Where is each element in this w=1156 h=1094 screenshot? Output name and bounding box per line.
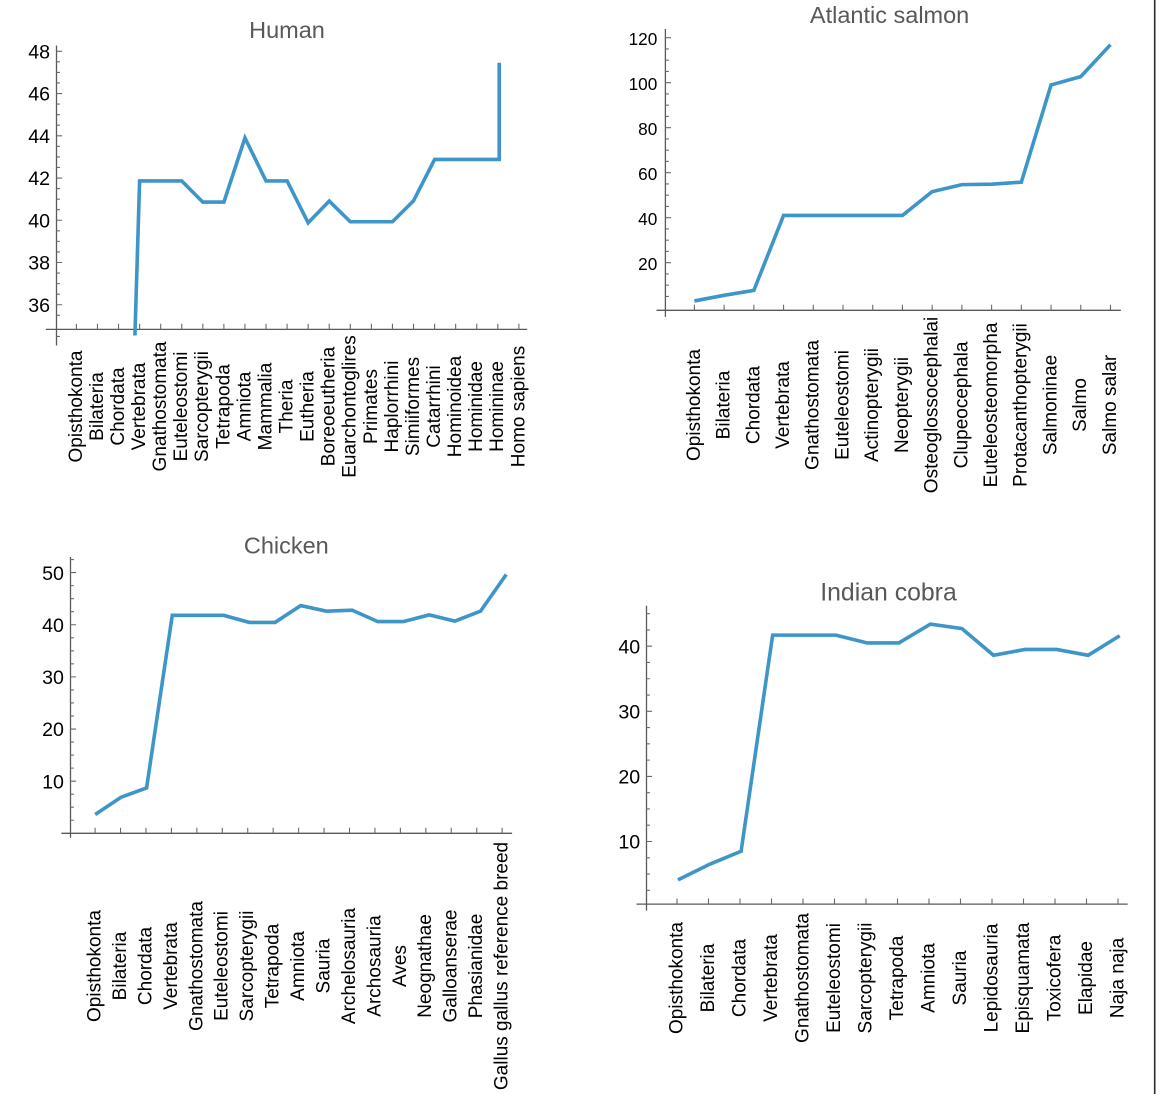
svg-text:40: 40	[28, 210, 50, 232]
svg-text:Amniota: Amniota	[288, 931, 309, 1001]
svg-text:Vertebrata: Vertebrata	[129, 362, 150, 450]
svg-text:Indian cobra: Indian cobra	[820, 579, 957, 606]
svg-text:Gallus gallus reference breed: Gallus gallus reference breed	[492, 842, 513, 1090]
svg-text:Theria: Theria	[277, 379, 298, 433]
svg-text:Gnathostomata: Gnathostomata	[150, 341, 171, 471]
svg-text:Salmoninae: Salmoninae	[1040, 355, 1061, 455]
svg-text:Bilateria: Bilateria	[714, 370, 735, 439]
svg-text:38: 38	[28, 253, 50, 275]
svg-text:Opisthokonta: Opisthokonta	[85, 910, 106, 1022]
svg-text:Amniota: Amniota	[234, 371, 255, 441]
svg-text:80: 80	[638, 119, 657, 139]
svg-text:20: 20	[618, 767, 640, 789]
svg-text:Bilateria: Bilateria	[87, 372, 108, 441]
svg-text:10: 10	[42, 771, 64, 793]
svg-text:Archelosauria: Archelosauria	[339, 907, 360, 1024]
svg-text:40: 40	[618, 636, 640, 658]
svg-text:Sauria: Sauria	[313, 938, 334, 993]
svg-text:Tetrapoda: Tetrapoda	[887, 935, 908, 1020]
svg-text:Aves: Aves	[390, 945, 411, 987]
svg-text:Toxicofera: Toxicofera	[1044, 934, 1065, 1021]
svg-text:42: 42	[28, 168, 50, 190]
svg-text:Simiiformes: Simiiformes	[403, 357, 424, 456]
svg-text:40: 40	[42, 615, 64, 637]
svg-text:Lepidosauria: Lepidosauria	[981, 923, 1002, 1032]
svg-text:Opisthokonta: Opisthokonta	[66, 350, 87, 462]
svg-text:Euteleostomi: Euteleostomi	[832, 350, 853, 460]
svg-text:Naja naja: Naja naja	[1107, 937, 1128, 1018]
svg-text:Tetrapoda: Tetrapoda	[263, 923, 284, 1008]
svg-text:30: 30	[42, 667, 64, 689]
svg-text:Protacanthopterygii: Protacanthopterygii	[1011, 323, 1032, 487]
svg-text:Amniota: Amniota	[918, 943, 939, 1013]
svg-text:Hominoidea: Hominoidea	[445, 355, 466, 457]
svg-text:Clupeocephala: Clupeocephala	[951, 341, 972, 468]
svg-text:20: 20	[42, 719, 64, 741]
svg-text:Euteleostomi: Euteleostomi	[824, 923, 845, 1033]
svg-text:Chordata: Chordata	[108, 367, 129, 446]
svg-text:Gnathostomata: Gnathostomata	[186, 901, 207, 1031]
svg-text:Euteleostomi: Euteleostomi	[171, 352, 192, 462]
svg-text:Gnathostomata: Gnathostomata	[792, 913, 813, 1043]
svg-text:Neopterygii: Neopterygii	[892, 357, 913, 453]
svg-text:Eutheria: Eutheria	[298, 371, 319, 442]
svg-text:Opisthokonta: Opisthokonta	[666, 922, 687, 1034]
svg-text:Episquamata: Episquamata	[1013, 922, 1034, 1033]
svg-text:20: 20	[638, 254, 657, 274]
svg-text:Mammalia: Mammalia	[255, 362, 276, 450]
svg-text:44: 44	[28, 126, 50, 148]
svg-text:Tetrapoda: Tetrapoda	[213, 364, 234, 449]
svg-text:Euteleosteomorpha: Euteleosteomorpha	[981, 322, 1002, 487]
svg-text:Primates: Primates	[361, 369, 382, 444]
svg-text:Human: Human	[249, 17, 325, 43]
svg-text:30: 30	[618, 702, 640, 724]
svg-text:Atlantic salmon: Atlantic salmon	[810, 2, 969, 28]
svg-text:46: 46	[28, 84, 50, 106]
svg-text:60: 60	[638, 164, 657, 184]
svg-text:36: 36	[28, 295, 50, 317]
svg-text:Vertebrata: Vertebrata	[773, 361, 794, 449]
svg-text:Phasianidae: Phasianidae	[466, 914, 487, 1019]
svg-text:Chordata: Chordata	[743, 365, 764, 444]
svg-text:Actinopterygii: Actinopterygii	[862, 348, 883, 462]
svg-text:Homininae: Homininae	[487, 361, 508, 452]
svg-text:Elapidae: Elapidae	[1076, 941, 1097, 1015]
svg-text:Osteoglossocephalai: Osteoglossocephalai	[922, 317, 943, 493]
svg-text:Sarcopterygii: Sarcopterygii	[192, 351, 213, 462]
svg-text:Sarcopterygii: Sarcopterygii	[855, 923, 876, 1034]
svg-text:Bilateria: Bilateria	[110, 931, 131, 1000]
svg-text:40: 40	[638, 209, 657, 229]
svg-text:100: 100	[629, 74, 658, 94]
svg-text:120: 120	[629, 29, 658, 49]
svg-text:Neognathae: Neognathae	[415, 914, 436, 1018]
svg-text:Galloanserae: Galloanserae	[441, 909, 462, 1022]
svg-text:Haplorrhini: Haplorrhini	[382, 361, 403, 453]
svg-text:Archosauria: Archosauria	[364, 915, 385, 1017]
svg-text:Catarrhini: Catarrhini	[424, 365, 445, 447]
svg-text:Gnathostomata: Gnathostomata	[803, 340, 824, 470]
svg-text:Chordata: Chordata	[135, 926, 156, 1005]
svg-text:Boreoeutheria: Boreoeutheria	[319, 346, 340, 466]
svg-text:50: 50	[42, 563, 64, 585]
svg-text:Homo sapiens: Homo sapiens	[508, 346, 529, 467]
svg-text:Hominidae: Hominidae	[466, 361, 487, 452]
svg-text:Salmo: Salmo	[1070, 378, 1091, 432]
svg-text:Salmo salar: Salmo salar	[1100, 354, 1121, 455]
svg-text:48: 48	[28, 42, 50, 64]
svg-text:Vertebrata: Vertebrata	[161, 922, 182, 1010]
svg-text:Vertebrata: Vertebrata	[761, 934, 782, 1022]
svg-text:Sauria: Sauria	[950, 950, 971, 1005]
svg-text:Opisthokonta: Opisthokonta	[684, 349, 705, 461]
svg-text:Bilateria: Bilateria	[698, 943, 719, 1012]
svg-text:10: 10	[618, 832, 640, 854]
svg-text:Sarcopterygii: Sarcopterygii	[237, 911, 258, 1022]
svg-text:Euarchontoglires: Euarchontoglires	[340, 335, 361, 478]
svg-text:Chicken: Chicken	[244, 532, 329, 558]
svg-text:Chordata: Chordata	[729, 938, 750, 1017]
svg-text:Euteleostomi: Euteleostomi	[212, 911, 233, 1021]
